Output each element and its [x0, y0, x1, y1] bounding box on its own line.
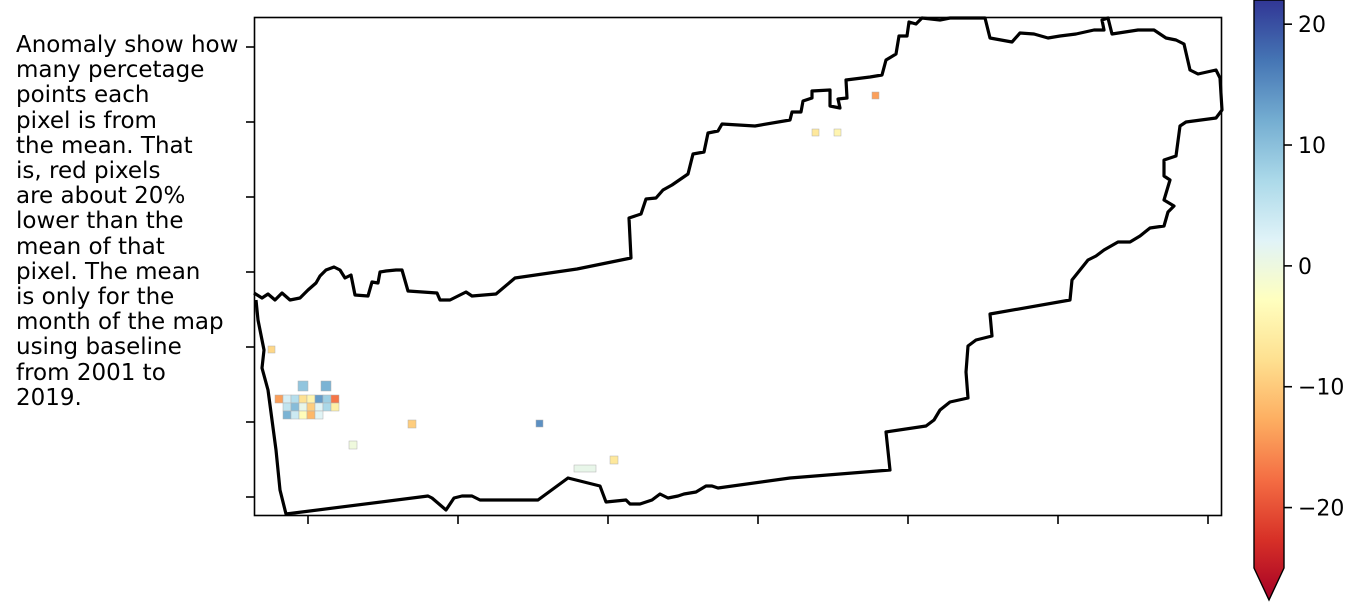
anomaly-pixel: [573, 464, 597, 473]
anomaly-pixel: [609, 455, 619, 465]
anomaly-pixel: [306, 402, 316, 412]
colorbar: 20 10 0 −10 −20: [1253, 0, 1344, 602]
anomaly-pixel: [298, 394, 308, 404]
anomaly-pixel: [290, 402, 300, 412]
anomaly-pixel: [298, 410, 308, 420]
anomaly-pixel: [871, 91, 880, 100]
colorbar-tick-label: −20: [1298, 497, 1344, 522]
anomaly-pixel: [314, 402, 324, 412]
anomaly-pixel: [535, 419, 544, 428]
anomaly-pixel: [833, 128, 842, 137]
anomaly-pixel: [290, 394, 300, 404]
anomaly-pixel: [297, 380, 309, 392]
colorbar-tick-label: 0: [1298, 255, 1312, 280]
colorbar-tick-label: 20: [1298, 13, 1326, 38]
anomaly-pixel: [290, 410, 300, 420]
x-axis-ticks: [307, 516, 1209, 524]
anomaly-pixels-layer: [267, 91, 880, 473]
colorbar-ticks: 20 10 0 −10 −20: [1284, 13, 1344, 522]
y-axis-ticks: [246, 46, 254, 498]
anomaly-pixel: [306, 410, 316, 420]
colorbar-tick-label: −10: [1298, 376, 1344, 401]
anomaly-pixel: [306, 394, 316, 404]
anomaly-pixel: [298, 402, 308, 412]
anomaly-pixel: [282, 410, 292, 420]
anomaly-pixel: [330, 394, 340, 404]
anomaly-pixel: [322, 402, 332, 412]
map-axes-frame: [253, 16, 1223, 517]
colorbar-body: [1253, 0, 1285, 602]
anomaly-pixel: [282, 402, 292, 412]
anomaly-annotation: Anomaly show how many percetage points e…: [16, 32, 239, 411]
anomaly-pixel: [274, 394, 284, 404]
anomaly-pixel: [330, 402, 340, 412]
anomaly-pixel: [282, 394, 292, 404]
anomaly-pixel: [267, 345, 276, 354]
anomaly-pixel: [314, 410, 324, 420]
anomaly-pixel: [348, 440, 358, 450]
region-boundary: [253, 16, 1224, 516]
anomaly-pixel: [407, 419, 417, 429]
anomaly-pixel: [314, 394, 324, 404]
anomaly-pixel: [322, 394, 332, 404]
anomaly-pixel: [320, 380, 332, 392]
anomaly-pixel: [811, 128, 820, 137]
colorbar-tick-label: 10: [1298, 134, 1326, 159]
